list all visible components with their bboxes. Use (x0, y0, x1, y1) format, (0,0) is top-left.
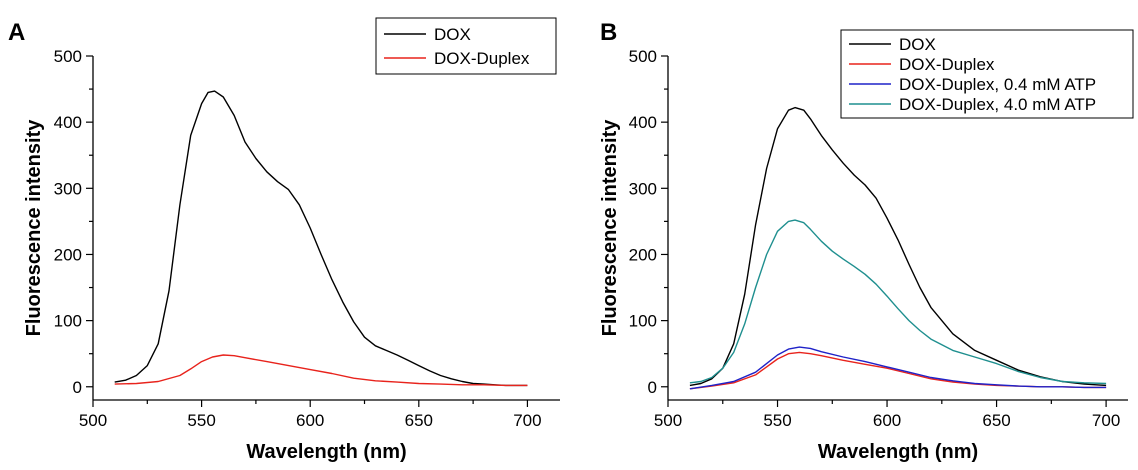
panel-b-legend-label: DOX-Duplex, 4.0 mM ATP (899, 95, 1096, 114)
panel-b-series-line-2 (689, 351, 1107, 390)
panel-a: 500 550 600 650 700 0 100 200 300 400 500 Wavelengt… (8, 17, 560, 463)
panel-a-y-tick-label: 0 (73, 378, 82, 397)
panel-b-legend-label: DOX-Duplex, 0.4 mM ATP (899, 75, 1096, 94)
panel-a-series-line-1 (114, 90, 528, 387)
panel-a-x-axis-label: Wavelength (nm) (246, 441, 406, 463)
panel-a-legend-label: DOX-Duplex (434, 49, 530, 68)
panel-a-x-tick-label: 650 (405, 411, 433, 430)
panel-b-x-tick-label: 650 (982, 411, 1010, 430)
panel-a-series-line-2 (114, 354, 528, 387)
panel-b-y-axis-label: Fluorescence intensity (599, 119, 621, 337)
panel-b-x-axis-label: Wavelength (nm) (818, 441, 978, 463)
panel-b-y-tick-label: 200 (629, 245, 657, 264)
panel-a-x-tick-label: 700 (513, 411, 541, 430)
panel-b-x-tick-label: 500 (654, 411, 682, 430)
panel-b-series-line-4 (689, 219, 1107, 385)
panel-b-y-tick-label: 400 (629, 113, 657, 132)
panel-b-letter: B (600, 19, 617, 46)
panel-a-x-tick-label: 550 (187, 411, 215, 430)
panel-a-legend-label: DOX (434, 25, 471, 44)
panel-a-y-tick-label: 500 (54, 47, 82, 66)
panel-b-series-line-1 (689, 106, 1107, 387)
panel-b: 500 550 600 650 700 0 100 200 300 400 500 Wavelengt… (599, 19, 1134, 463)
panel-a-y-tick-label: 100 (54, 312, 82, 331)
panel-b-x-tick-label: 550 (763, 411, 791, 430)
panel-a-y-tick-label: 300 (54, 179, 82, 198)
panel-a-y-tick-label: 200 (54, 245, 82, 264)
panel-b-legend-label: DOX-Duplex (899, 55, 995, 74)
panel-a-y-tick-label: 400 (54, 113, 82, 132)
panel-b-x-tick-label: 700 (1092, 411, 1120, 430)
panel-b-y-tick-label: 500 (629, 47, 657, 66)
panel-b-x-tick-label: 600 (873, 411, 901, 430)
panel-a-y-axis-label: Fluorescence intensity (23, 119, 45, 337)
panel-b-series-line-3 (689, 346, 1107, 390)
panel-b-y-tick-label: 300 (629, 179, 657, 198)
panel-a-legend-box (375, 17, 557, 75)
panel-b-legend-label: DOX (899, 35, 936, 54)
panel-a-x-tick-label: 600 (296, 411, 324, 430)
panel-b-y-tick-label: 100 (629, 312, 657, 331)
panel-b-y-tick-label: 0 (648, 378, 657, 397)
panel-a-x-tick-label: 500 (79, 411, 107, 430)
panel-a-letter: A (8, 19, 25, 46)
